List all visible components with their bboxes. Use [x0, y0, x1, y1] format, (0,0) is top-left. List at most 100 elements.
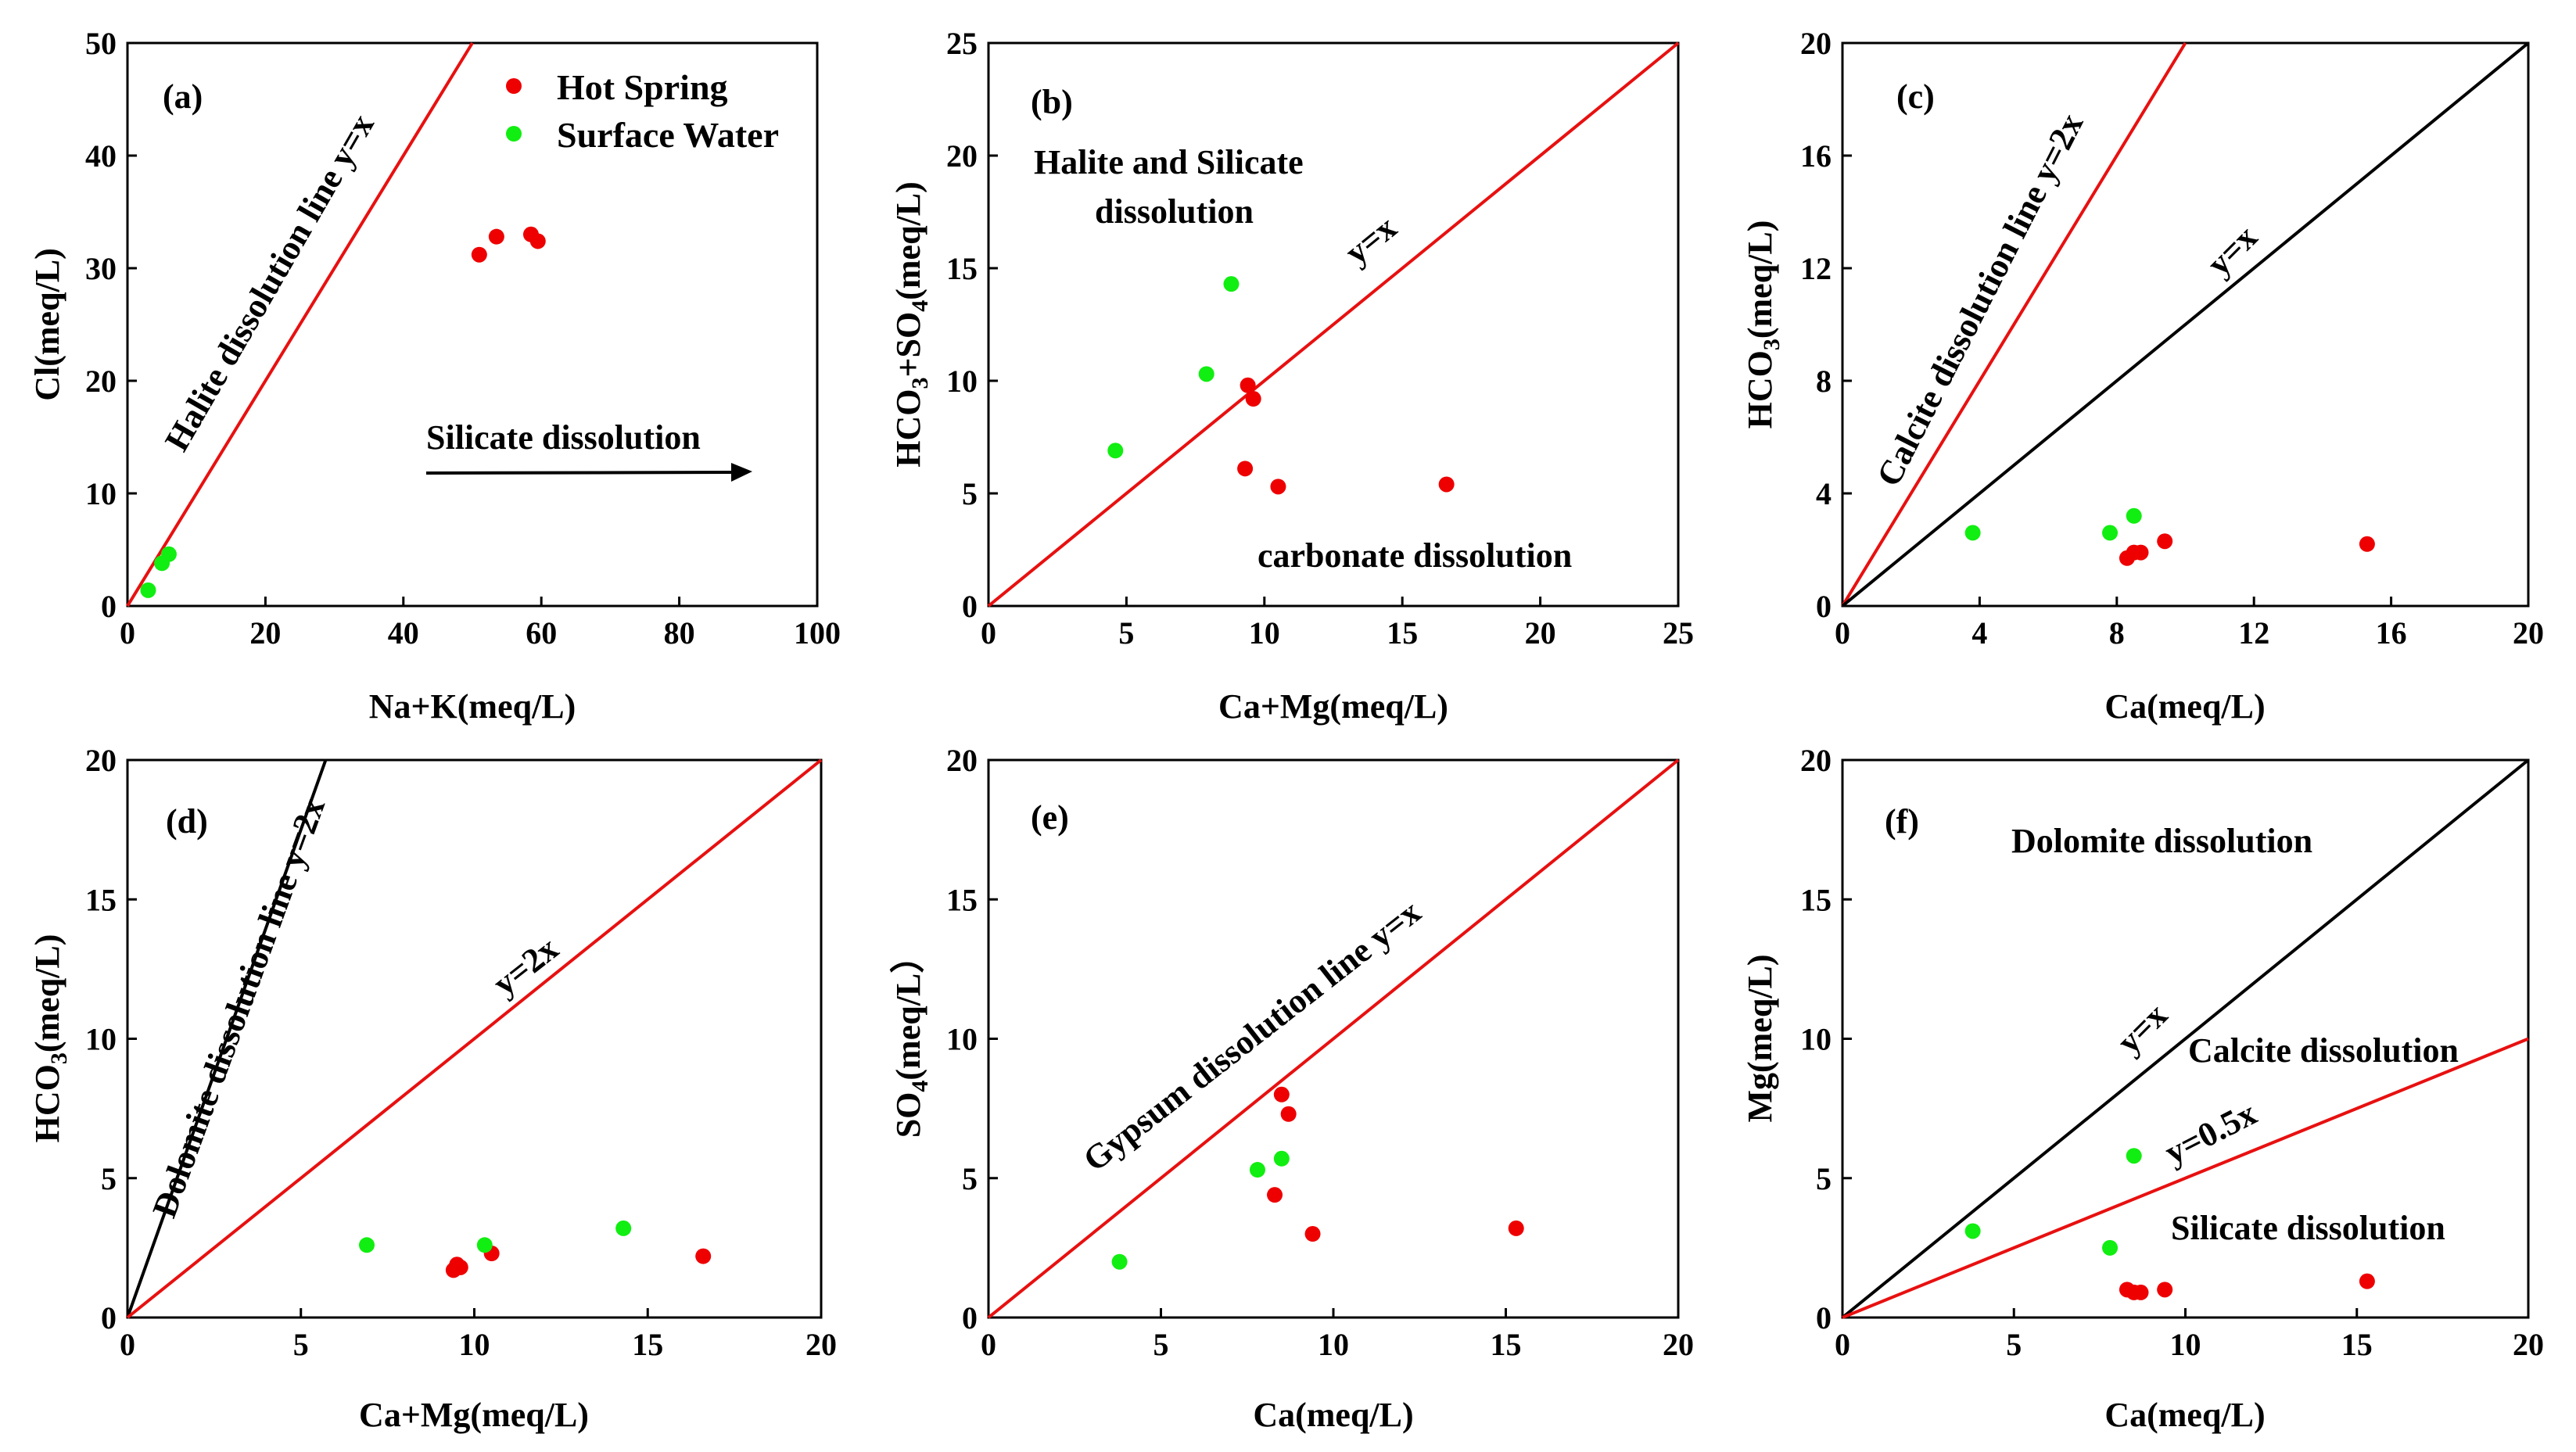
y-tick-label: 12	[1800, 251, 1832, 286]
x-tick-label: 0	[120, 615, 135, 651]
line-label-calcite: Calcite dissolution line y=2x	[1869, 107, 2090, 492]
y-tick-label: 20	[946, 138, 978, 174]
hot-spring-point	[1267, 1187, 1283, 1203]
surface-water-point	[1249, 1162, 1265, 1178]
surface-water-point	[1111, 1253, 1128, 1270]
lines-b	[987, 41, 1680, 608]
y-tick-label: 10	[85, 1022, 117, 1057]
y-tick-label: 5	[962, 1161, 978, 1196]
y-tick-label: 4	[1816, 476, 1832, 511]
x-tick-label: 20	[805, 1327, 837, 1362]
reference-line	[126, 41, 474, 608]
x-tick-label: 5	[2006, 1327, 2022, 1362]
panel-f: 0 5 10 15 20 0 5 10 15 20 (f) Dolomite dissolutio…	[1741, 743, 2544, 1434]
hot-spring-point	[1270, 479, 1286, 495]
reference-line	[987, 41, 1680, 608]
lines-e	[987, 758, 1680, 1319]
annotation-calcite: Calcite dissolution	[2188, 1031, 2459, 1070]
y-tick-label: 15	[85, 882, 117, 917]
x-tick-label: 0	[1835, 615, 1850, 651]
panel-label-a: (a)	[163, 77, 203, 116]
y-axis-label-e: SO4(meq/L）	[889, 939, 933, 1138]
hot-spring-point	[1245, 391, 1261, 407]
y-tick-label: 50	[85, 26, 117, 61]
y-tick-label: 15	[946, 251, 978, 286]
y-tick-label: 20	[1800, 26, 1832, 61]
x-tick-label: 16	[2376, 615, 2407, 651]
x-axis-label-d: Ca+Mg(meq/L)	[359, 1396, 589, 1434]
annotation-carbonate: carbonate dissolution	[1258, 536, 1572, 575]
y-tick-label: 40	[85, 138, 117, 174]
lines-f	[1841, 758, 2530, 1319]
y-tick-label: 16	[1800, 138, 1832, 174]
x-axis-label-c: Ca(meq/L)	[2104, 687, 2265, 726]
y-tick-label: 20	[1800, 743, 1832, 778]
surface-water-point	[2102, 1239, 2119, 1256]
y-tick-label: 15	[946, 882, 978, 917]
hot-spring-point	[2157, 533, 2173, 550]
reference-line	[987, 758, 1680, 1319]
ticks-b: 0 5 10 15 20 25 0 5 10 15 20 25	[946, 26, 1694, 651]
surface-water-point	[359, 1237, 375, 1253]
surface-water-point	[160, 546, 177, 562]
annotation-silicate: Silicate dissolution	[2171, 1209, 2445, 1247]
y-tick-label: 0	[1816, 589, 1832, 624]
surface-water-point	[2102, 525, 2119, 541]
points-d	[359, 1220, 712, 1278]
y-tick-label: 20	[85, 743, 117, 778]
line-label-gypsum: Gypsum dissolution line y=x	[1076, 892, 1428, 1178]
x-tick-label: 15	[2341, 1327, 2373, 1362]
y-tick-label: 20	[85, 364, 117, 399]
x-tick-label: 10	[2170, 1327, 2201, 1362]
ticks-d: 0 5 10 15 20 0 5 10 15 20	[85, 743, 837, 1362]
legend-surface-water-marker	[506, 126, 522, 142]
annotation-silicate-dissolution: Silicate dissolution	[426, 418, 701, 457]
x-tick-label: 20	[1525, 615, 1556, 651]
x-tick-label: 0	[981, 1327, 996, 1362]
panel-c: 0 4 8 12 16 20 0 4 8 12 16 20 (c) Calcite dissoluti…	[1741, 26, 2544, 726]
ticks-a: 0 20 40 60 80 100 0 10 20 30 40 50	[85, 26, 841, 651]
panel-e: 0 5 10 15 20 0 5 10 15 20 (e) Gypsum dissolution …	[889, 743, 1694, 1434]
reference-line	[1841, 41, 2187, 608]
lines-a	[126, 41, 474, 608]
hot-spring-point	[2157, 1282, 2173, 1298]
panel-label-f: (f)	[1885, 802, 1919, 841]
hot-spring-point	[1438, 476, 1455, 493]
y-tick-label: 25	[946, 26, 978, 61]
y-tick-label: 20	[946, 743, 978, 778]
annotation-dissolution: dissolution	[1095, 192, 1254, 231]
hot-spring-point	[488, 228, 504, 245]
x-axis-label-f: Ca(meq/L)	[2104, 1396, 2265, 1434]
surface-water-point	[476, 1237, 493, 1253]
x-tick-label: 25	[1663, 615, 1694, 651]
y-tick-label: 0	[1816, 1300, 1832, 1335]
x-tick-label: 20	[249, 615, 281, 651]
annotation-dolomite: Dolomite dissolution	[2011, 822, 2312, 860]
x-tick-label: 15	[1491, 1327, 1522, 1362]
y-tick-label: 10	[946, 364, 978, 399]
surface-water-point	[2126, 507, 2142, 524]
reference-line	[126, 758, 823, 1319]
x-tick-label: 20	[1663, 1327, 1694, 1362]
reference-line	[1842, 1037, 2529, 1319]
y-tick-label: 15	[1800, 882, 1832, 917]
panel-label-e: (e)	[1031, 798, 1069, 837]
y-tick-label: 0	[101, 1300, 117, 1335]
ticks-c: 0 4 8 12 16 20 0 4 8 12 16 20	[1800, 26, 2544, 651]
hot-spring-point	[2133, 1284, 2149, 1300]
hot-spring-point	[2359, 536, 2375, 552]
x-tick-label: 80	[664, 615, 695, 651]
y-tick-label: 0	[962, 1300, 978, 1335]
x-tick-label: 12	[2238, 615, 2269, 651]
reference-line	[126, 759, 328, 1318]
x-tick-label: 0	[120, 1327, 135, 1362]
line-label-yx-c: y=x	[2199, 218, 2264, 283]
x-tick-label: 15	[632, 1327, 663, 1362]
panel-label-d: (d)	[166, 802, 208, 841]
y-axis-label-f: Mg(meq/L)	[1741, 954, 1779, 1122]
hot-spring-point	[695, 1248, 712, 1264]
panel-b: 0 5 10 15 20 25 0 5 10 15 20 25 (b) y=x Halite and …	[889, 26, 1694, 726]
surface-water-point	[1964, 525, 1981, 541]
panel-label-b: (b)	[1031, 83, 1073, 121]
y-tick-label: 5	[101, 1161, 117, 1196]
